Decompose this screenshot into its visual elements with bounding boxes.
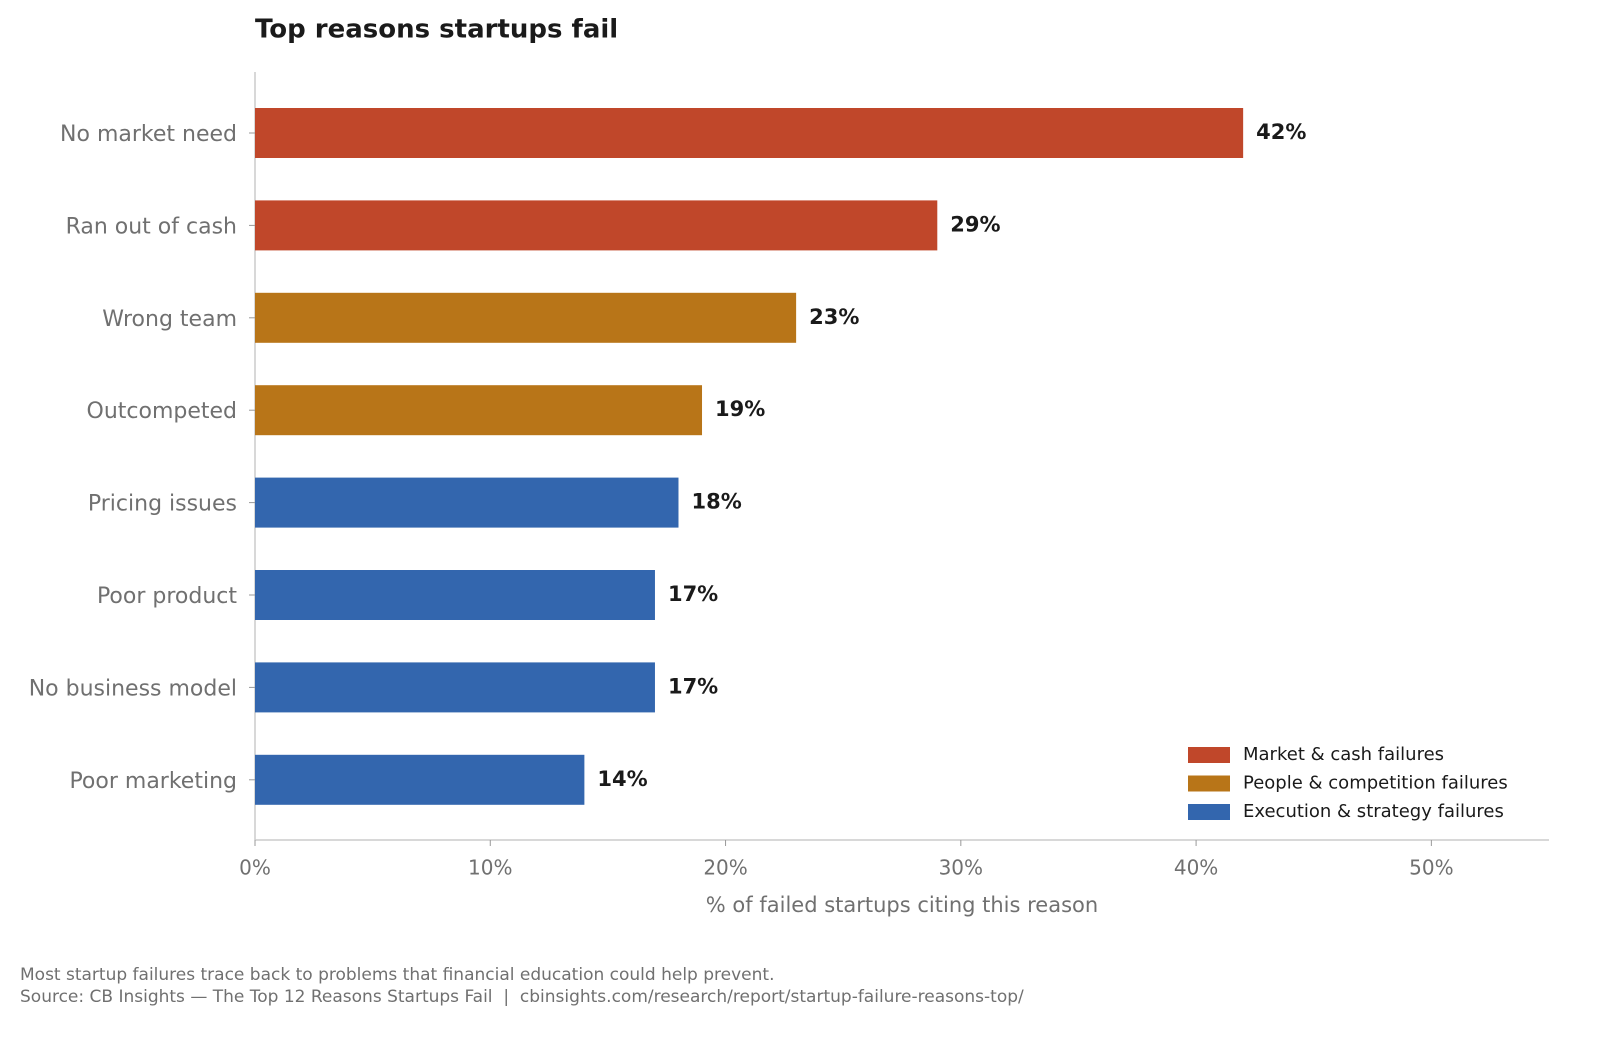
x-tick-label: 30% [939,856,983,880]
x-tick-label: 10% [468,856,512,880]
legend-swatch [1188,775,1230,792]
value-label: 14% [597,767,647,791]
y-tick-label: Ran out of cash [66,214,237,239]
note: Most startup failures trace back to prob… [20,965,774,985]
x-tick-label: 40% [1174,856,1218,880]
legend-label: Execution & strategy failures [1243,801,1504,822]
bar [255,200,938,251]
legend-swatch [1188,747,1230,763]
y-tick-label: Pricing issues [88,492,237,517]
value-label: 17% [668,582,718,606]
y-tick-label: Outcompeted [87,399,238,424]
source: Source: CB Insights — The Top 12 Reasons… [20,987,1024,1007]
y-tick-label: Poor marketing [69,769,237,794]
x-axis-label: % of failed startups citing this reason [706,893,1098,917]
bar [255,662,655,713]
y-tick-label: Poor product [97,584,237,609]
bar [255,477,679,528]
bar [255,385,703,436]
chart-title: Top reasons startups fail [255,15,618,45]
bar [255,292,797,343]
y-tick-label: Wrong team [102,307,237,332]
x-tick-label: 50% [1409,856,1453,880]
value-label: 19% [715,397,765,421]
legend-label: People & competition failures [1243,773,1508,794]
y-tick-label: No business model [29,676,237,701]
value-label: 17% [668,674,718,698]
value-label: 29% [950,212,1000,236]
bar [255,108,1244,158]
value-label: 18% [691,490,741,514]
legend-label: Market & cash failures [1243,744,1444,765]
x-tick-label: 0% [239,856,271,880]
bar [255,570,655,620]
legend-swatch [1188,804,1230,820]
value-label: 42% [1256,120,1306,144]
value-label: 23% [809,305,859,329]
y-tick-label: No market need [60,122,237,147]
bar [255,754,585,805]
x-tick-label: 20% [703,856,747,880]
